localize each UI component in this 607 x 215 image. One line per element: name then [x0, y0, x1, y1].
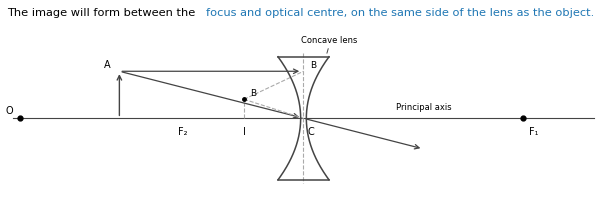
Text: The image will form between the: The image will form between the: [7, 8, 199, 18]
Text: B: B: [249, 89, 256, 98]
Text: O: O: [5, 106, 13, 116]
Text: focus and optical centre, on the same side of the lens as the object.: focus and optical centre, on the same si…: [206, 8, 595, 18]
Text: A: A: [104, 60, 111, 70]
Text: I: I: [243, 127, 245, 137]
Text: C: C: [308, 127, 314, 137]
Text: B: B: [311, 61, 317, 70]
Text: Principal axis: Principal axis: [396, 103, 451, 112]
Text: Concave lens: Concave lens: [301, 36, 357, 45]
Text: F₁: F₁: [529, 127, 538, 137]
Text: F₂: F₂: [178, 127, 188, 137]
